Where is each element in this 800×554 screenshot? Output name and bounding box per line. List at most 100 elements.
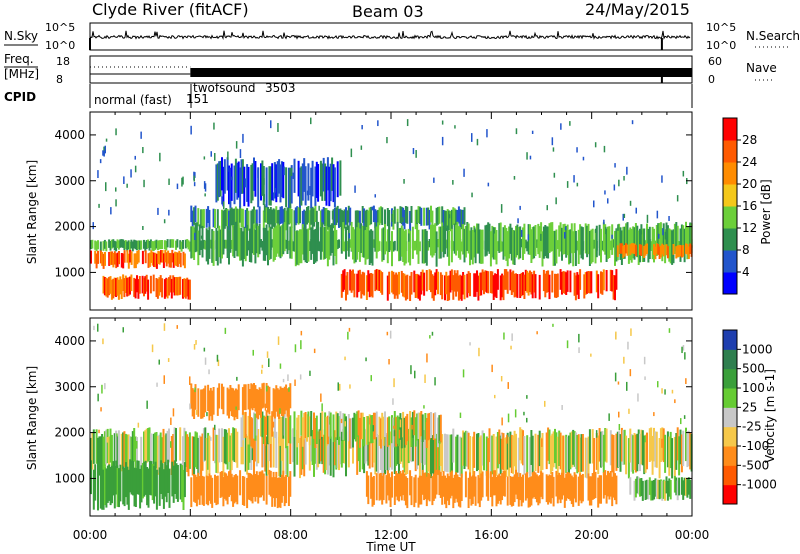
heatmap-cell <box>626 244 629 256</box>
heatmap-cell <box>441 475 444 505</box>
heatmap-speckle <box>190 125 192 135</box>
heatmap-cell <box>640 478 643 497</box>
heatmap-cell <box>356 436 359 475</box>
heatmap-cell <box>195 222 198 252</box>
heatmap-cell <box>374 269 377 292</box>
heatmap-cell <box>241 429 244 465</box>
heatmap-cell <box>441 434 444 472</box>
heatmap-cell <box>253 383 255 408</box>
heatmap-cell <box>576 240 579 251</box>
heatmap-cell <box>285 239 288 249</box>
heatmap-cell <box>280 387 283 416</box>
heatmap-cell <box>247 166 250 207</box>
heatmap-cell <box>551 270 554 293</box>
colorbar-tick-label: 12 <box>742 221 757 235</box>
heatmap-cell <box>200 209 203 229</box>
heatmap-cell <box>208 226 211 259</box>
heatmap-cell <box>161 240 164 249</box>
heatmap-cell <box>629 227 632 261</box>
heatmap-cell <box>658 479 661 500</box>
heatmap-cell <box>653 480 655 500</box>
heatmap-cell <box>686 479 689 498</box>
heatmap-cell <box>437 436 439 475</box>
heatmap-cell <box>651 435 654 475</box>
heatmap-cell <box>450 269 453 291</box>
x-tick-label: 00:00 <box>675 528 710 542</box>
heatmap-cell <box>423 272 426 296</box>
heatmap-cell <box>226 432 229 470</box>
heatmap-cell <box>292 428 295 463</box>
heatmap-cell <box>338 239 340 248</box>
heatmap-cell <box>666 480 669 501</box>
heatmap-cell <box>459 477 462 508</box>
heatmap-speckle <box>176 325 178 329</box>
heatmap-cell <box>520 429 523 464</box>
heatmap-cell <box>527 477 530 508</box>
heatmap-cell <box>137 279 140 299</box>
heatmap-cell <box>148 252 151 267</box>
heatmap-cell <box>279 206 282 224</box>
heatmap-cell <box>508 436 511 477</box>
heatmap-cell <box>190 477 193 508</box>
heatmap-cell <box>207 476 210 506</box>
heatmap-cell <box>168 277 170 296</box>
heatmap-cell <box>590 229 593 264</box>
heatmap-cell <box>452 428 455 463</box>
heatmap-cell <box>540 471 543 497</box>
heatmap-cell <box>604 470 607 496</box>
heatmap-speckle <box>193 175 195 182</box>
heatmap-cell <box>683 228 686 263</box>
heatmap-cell <box>372 205 375 223</box>
heatmap-cell <box>283 410 286 436</box>
heatmap-cell <box>398 436 400 477</box>
heatmap-cell <box>524 239 527 249</box>
heatmap-cell <box>379 206 382 224</box>
heatmap-cell <box>310 427 313 462</box>
heatmap-speckle <box>100 407 102 412</box>
heatmap-cell <box>175 277 177 296</box>
heatmap-cell <box>278 477 281 508</box>
heatmap-cell <box>255 430 258 467</box>
heatmap-speckle <box>595 430 598 438</box>
heatmap-cell <box>495 436 498 476</box>
heatmap-cell <box>105 241 108 252</box>
heatmap-cell <box>586 438 589 479</box>
heatmap-speckle <box>203 181 206 189</box>
heatmap-speckle <box>668 216 670 221</box>
heatmap-cell <box>644 434 647 473</box>
heatmap-cell <box>673 475 676 493</box>
heatmap-cell <box>239 470 242 496</box>
heatmap-cell <box>110 239 113 249</box>
heatmap-cell <box>360 412 363 440</box>
heatmap-cell <box>474 476 477 506</box>
heatmap-speckle <box>270 120 272 129</box>
heatmap-speckle <box>299 374 302 380</box>
heatmap-speckle <box>618 411 620 418</box>
heatmap-cell <box>370 206 373 225</box>
heatmap-cell <box>101 252 104 266</box>
heatmap-speckle <box>553 172 556 178</box>
heatmap-cell <box>234 206 237 224</box>
heatmap-cell <box>633 433 636 470</box>
heatmap-cell <box>219 229 222 264</box>
heatmap-cell <box>561 435 563 475</box>
heatmap-speckle <box>578 347 580 354</box>
heatmap-cell <box>643 228 646 262</box>
y-tick-label: 2000 <box>54 426 85 440</box>
heatmap-speckle <box>98 429 100 434</box>
heatmap-cell <box>609 240 612 251</box>
heatmap-cell <box>457 226 460 258</box>
heatmap-cell <box>174 460 177 494</box>
heatmap-cell <box>625 435 628 475</box>
heatmap-cell <box>246 164 249 202</box>
heatmap-cell <box>576 272 579 295</box>
heatmap-cell <box>446 225 449 257</box>
heatmap-cell <box>375 210 378 231</box>
heatmap-speckle <box>104 383 106 390</box>
heatmap-cell <box>260 411 262 437</box>
heatmap-cell <box>588 231 591 266</box>
heatmap-cell <box>194 431 197 468</box>
heatmap-cell <box>289 415 292 444</box>
heatmap-cell <box>187 436 190 477</box>
